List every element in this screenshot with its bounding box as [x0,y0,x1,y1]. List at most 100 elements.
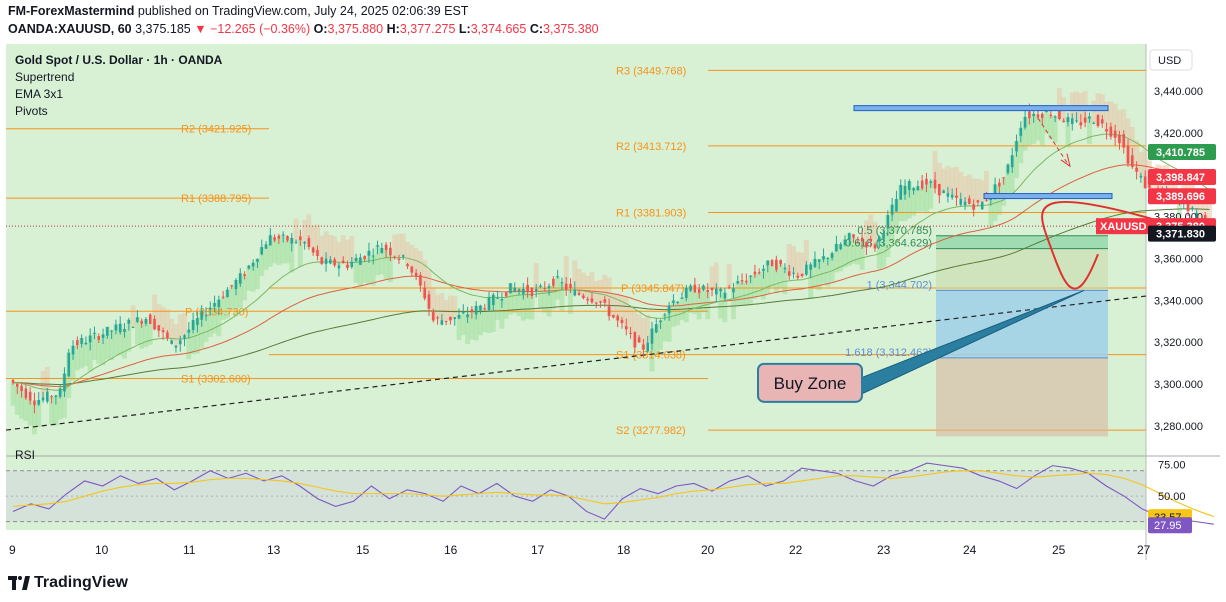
candle-body [376,245,379,247]
supertrend-band [984,170,989,201]
candle-body [187,329,191,333]
close-value: 3,375.380 [543,22,599,36]
supertrend-band [229,285,235,310]
candle-body [847,233,851,240]
candle-body [127,319,131,324]
supertrend-band [36,400,42,428]
last-price: 3,375.185 [135,22,191,36]
candle-body [637,337,641,343]
supertrend-band [756,273,762,296]
supertrend-band [696,293,702,320]
supertrend-band [430,287,436,321]
candle-body [281,234,285,236]
supertrend-band [868,214,874,241]
supertrend-band [156,304,162,331]
candle-body [839,244,842,250]
candle-body [753,271,757,275]
candle-body [526,284,529,293]
time-tick: 22 [789,543,803,557]
candle-body [371,255,375,257]
candle-body [573,289,577,296]
supertrend-band [606,277,612,317]
candle-body [586,299,589,301]
author[interactable]: FM-ForexMastermind [8,4,135,18]
candle-body [414,272,418,276]
candle-body [1122,134,1126,148]
candle-body [530,288,534,297]
candle-body [462,312,465,314]
supertrend-band [1026,118,1032,146]
supertrend-band [160,306,166,333]
candle-body [183,335,186,339]
supertrend-band [285,240,290,264]
candle-body [642,344,645,350]
supertrend-band [280,234,286,264]
supertrend-band [1117,109,1122,144]
supertrend-band [400,233,406,256]
candle-body [170,340,173,344]
legend-supertrend[interactable]: Supertrend [15,70,75,84]
candle-body [492,294,495,305]
candle-body [1092,123,1096,125]
candle-body [487,297,491,311]
supertrend-band [263,244,269,270]
supertrend-band [752,274,758,299]
legend-ema[interactable]: EMA 3x1 [15,87,64,101]
candle-body [1105,129,1108,132]
candle-body [311,247,315,253]
tradingview-logo[interactable]: TradingView [8,574,128,592]
fib-level-label: 1.618 (3,312.463) [845,347,932,359]
supertrend-band [186,329,192,360]
supertrend-band [310,225,316,253]
candle-body [955,195,958,198]
candle-body [878,236,881,242]
high-value: 3,377.275 [399,22,456,36]
candle-body [908,181,911,190]
candle-body [427,294,431,309]
candle-body [620,319,624,324]
supertrend-band [396,233,402,260]
candle-body [213,302,216,307]
candle-body [50,396,53,398]
legend-pivots[interactable]: Pivots [15,104,48,118]
supertrend-band [375,245,380,276]
candle-body [860,237,864,242]
supertrend-band [966,174,972,204]
supertrend-band [302,220,308,243]
candle-body [1015,140,1018,152]
candle-body [140,320,143,324]
supertrend-band [919,188,925,212]
candle-body [504,292,508,297]
price-tick: 3,420.000 [1154,128,1203,140]
candle-body [88,335,92,343]
candle-body [654,324,658,333]
candle-body [594,302,598,304]
supertrend-band [1048,115,1054,140]
supertrend-band [593,280,599,304]
candle-body [1131,155,1134,167]
candle-body [925,178,928,185]
candle-body [307,238,311,248]
chart-canvas[interactable]: R3 (3449.768) R2 (3421.925) R1 (3388.795) R… [6,44,1220,566]
legend-rsi[interactable]: RSI [15,448,36,462]
supertrend-band [949,167,955,195]
candle-body [406,264,409,267]
supertrend-band [1086,116,1092,144]
supertrend-band [212,302,218,334]
supertrend-band [872,221,878,249]
candle-body [277,235,281,239]
candle-body [702,285,705,290]
legend-title[interactable]: Gold Spot / U.S. Dollar · 1h · OANDA [15,53,223,67]
candle-body [547,286,551,288]
pivot-label: P (3345.847) [621,283,684,295]
supertrend-band [636,314,642,343]
trendline [6,295,1147,431]
candle-body [423,287,426,299]
candle-body [1058,109,1061,120]
supertrend-band [795,251,801,278]
supertrend-band [96,339,102,364]
candle-body [243,274,246,276]
candle-body [736,281,740,284]
resistance-zone-low [983,193,1113,200]
supertrend-band [255,258,260,290]
